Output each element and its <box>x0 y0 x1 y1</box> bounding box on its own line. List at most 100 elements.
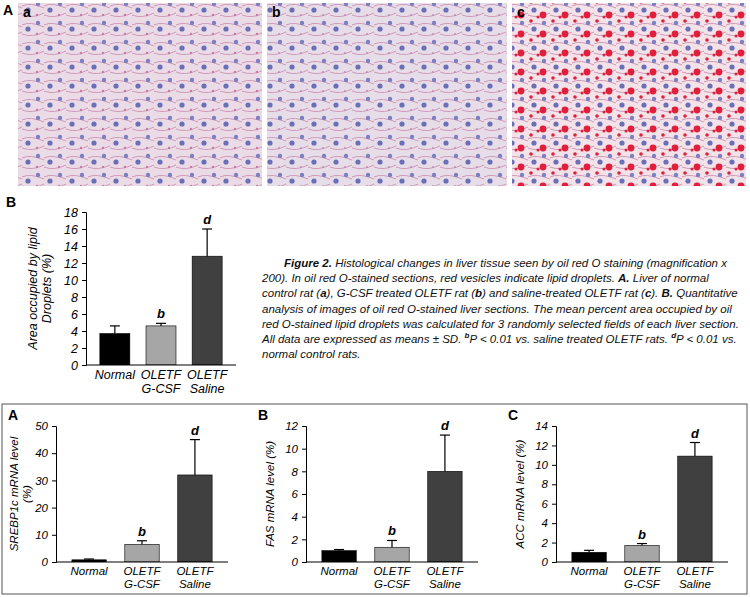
error-cap <box>637 543 647 544</box>
caption-run: c <box>645 287 651 299</box>
y-tick-mark <box>82 263 86 264</box>
y-tick-mark <box>52 453 56 454</box>
y-tick: 0 <box>71 359 86 373</box>
x-tick: OLETFG-CSF <box>623 562 661 590</box>
y-tick-label: 50 <box>35 420 48 432</box>
y-tick: 6 <box>292 488 306 500</box>
error-cap <box>387 540 397 541</box>
y-tick: 12 <box>535 440 556 452</box>
error-stem <box>194 440 195 475</box>
y-tick-label: 0 <box>542 556 549 568</box>
caption-run: b <box>475 287 482 299</box>
error-cap <box>84 558 94 559</box>
y-tick-label: 16 <box>64 223 78 237</box>
y-tick-label: 6 <box>71 308 78 322</box>
x-tick-label: OLETFSaline <box>176 565 214 590</box>
y-tick-label: 10 <box>535 459 548 471</box>
caption-run: a <box>320 287 326 299</box>
y-tick-label: 2 <box>291 534 299 546</box>
y-axis-line <box>52 427 57 563</box>
y-tick-label: 12 <box>285 420 298 432</box>
x-tick: OLETFSaline <box>187 365 229 396</box>
panel-letter: B <box>6 194 16 210</box>
y-tick: 4 <box>71 325 86 339</box>
y-tick-mark <box>82 348 86 349</box>
error-cap <box>156 323 166 324</box>
x-tick-label: Normal <box>71 565 109 577</box>
panel-letter: B <box>258 407 268 423</box>
y-tick-label: 8 <box>292 466 299 478</box>
bar-chart: Bbd024681012141618NormalOLETFG-CSFOLETFS… <box>6 194 236 396</box>
y-tick-mark <box>302 494 306 495</box>
y-axis: 024681012141618 <box>64 206 86 373</box>
error-cap <box>202 228 212 229</box>
y-tick: 30 <box>35 475 56 487</box>
image-letter: c <box>517 4 525 20</box>
x-tick-line: G-CSF <box>142 382 182 396</box>
x-tick-label: OLETFSaline <box>426 565 464 590</box>
bar <box>625 545 659 562</box>
error-cap <box>190 439 200 440</box>
annotation: d <box>203 212 212 227</box>
y-tick: 4 <box>292 511 306 523</box>
x-axis-line <box>86 365 236 366</box>
y-tick-mark <box>552 484 556 485</box>
y-tick-mark <box>82 229 86 230</box>
error-stem <box>114 326 115 334</box>
x-tick-line: Saline <box>679 578 711 590</box>
y-tick-mark <box>552 543 556 544</box>
caption-run: b <box>465 331 470 340</box>
error-bar <box>440 435 450 471</box>
y-tick-label: 10 <box>64 274 78 288</box>
error-cap <box>110 325 120 326</box>
error-cap <box>137 540 147 541</box>
image-letter: a <box>23 4 31 20</box>
y-tick: 0 <box>542 556 556 568</box>
bar <box>125 544 159 562</box>
y-tick-label: 12 <box>64 257 78 271</box>
error-bar <box>156 323 166 326</box>
y-tick-label: 4 <box>542 517 548 529</box>
y-tick-label: 8 <box>71 291 78 305</box>
y-tick-mark <box>82 365 86 366</box>
x-tick-line: OLETF <box>623 565 661 577</box>
error-bar <box>387 540 397 547</box>
x-tick-line: OLETF <box>187 368 229 382</box>
panel-letter: A <box>3 2 13 18</box>
y-axis-title: SREBP1c mRNA level(%) <box>8 436 33 551</box>
y-axis-title: ACC mRNA level (%) <box>514 439 526 549</box>
x-tick: OLETFSaline <box>176 562 214 590</box>
x-tick-label: OLETFSaline <box>187 368 229 396</box>
x-tick-line: G-CSF <box>624 578 661 590</box>
error-stem <box>207 229 208 256</box>
x-axis: NormalOLETFG-CSFOLETFSaline <box>306 562 478 590</box>
error-bar <box>334 550 344 551</box>
error-bar <box>190 440 200 475</box>
y-tick: 10 <box>535 459 556 471</box>
y-tick: 2 <box>291 534 306 546</box>
x-tick: Normal <box>71 562 109 577</box>
caption-run: ) and saline-treated OLETF rat ( <box>482 287 645 299</box>
axis-title-line: ACC mRNA level (%) <box>514 439 526 549</box>
caption-run: B. <box>662 287 674 299</box>
x-tick-line: Normal <box>321 565 359 577</box>
y-tick-label: 10 <box>35 529 48 541</box>
y-tick-mark <box>552 465 556 466</box>
y-tick: 8 <box>292 466 306 478</box>
y-tick-label: 8 <box>542 478 549 490</box>
x-axis-line <box>306 562 478 563</box>
x-tick-label: OLETFG-CSF <box>623 565 661 590</box>
caption-run: ), G-CSF treated OLETF rat ( <box>327 287 475 299</box>
y-tick-mark <box>52 508 56 509</box>
x-tick-line: OLETF <box>676 565 714 577</box>
y-tick-mark <box>552 426 556 427</box>
image-letter: b <box>272 4 281 20</box>
caption: Figure 2. Histological changes in liver … <box>262 256 740 362</box>
y-tick-mark <box>52 480 56 481</box>
x-tick: OLETFG-CSF <box>123 562 161 590</box>
x-tick-label: Normal <box>95 368 137 382</box>
y-tick-label: 14 <box>535 420 548 432</box>
y-tick-mark <box>52 426 56 427</box>
bar <box>678 456 712 562</box>
marks <box>572 443 712 562</box>
